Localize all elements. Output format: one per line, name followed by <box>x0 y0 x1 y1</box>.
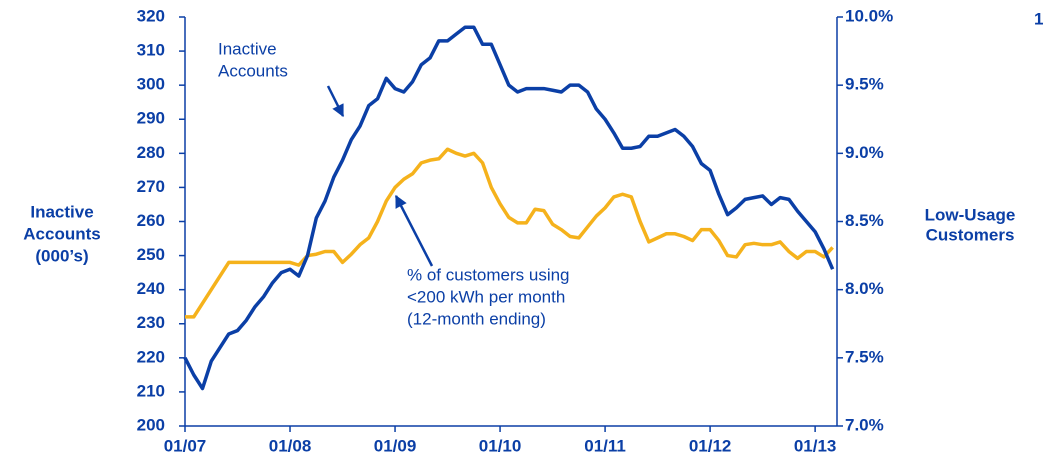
y2-tick-label: 9.5% <box>845 75 884 94</box>
arrow <box>326 85 345 118</box>
arrow <box>394 194 434 267</box>
corner-text: 1 <box>1034 9 1043 28</box>
y-tick-label: 210 <box>137 381 165 400</box>
y-tick-label: 200 <box>137 415 165 434</box>
series-line <box>183 25 835 391</box>
y-tick-label: 240 <box>137 279 165 298</box>
y-tick-label: 280 <box>137 143 165 162</box>
annotation: Inactive <box>218 39 277 58</box>
y2-axis-label: Low-Usage <box>925 205 1016 224</box>
x-tick-label: 01/13 <box>794 436 837 455</box>
y-axis-label: Inactive <box>30 202 93 221</box>
y2-tick-label: 7.0% <box>845 415 884 434</box>
y2-tick-label: 8.5% <box>845 211 884 230</box>
annotation: % of customers using <box>407 265 570 284</box>
y-tick-label: 320 <box>137 6 165 25</box>
annotation: (12-month ending) <box>407 309 546 328</box>
y-tick-label: 250 <box>137 245 165 264</box>
x-tick-label: 01/07 <box>164 436 207 455</box>
y2-axis-label: Customers <box>926 225 1015 244</box>
y-tick-label: 310 <box>137 41 165 60</box>
y-axis-label: Accounts <box>23 224 100 243</box>
series-line <box>185 147 834 319</box>
y-tick-label: 260 <box>137 211 165 230</box>
y2-tick-label: 7.5% <box>845 347 884 366</box>
y2-tick-label: 10.0% <box>845 6 893 25</box>
x-tick-label: 01/09 <box>374 436 417 455</box>
y-tick-label: 270 <box>137 177 165 196</box>
y-tick-label: 300 <box>137 75 165 94</box>
y-axis-label: (000’s) <box>35 246 88 265</box>
y-tick-label: 220 <box>137 347 165 366</box>
x-tick-label: 01/12 <box>689 436 732 455</box>
y2-tick-label: 9.0% <box>845 143 884 162</box>
y-tick-label: 290 <box>137 109 165 128</box>
x-tick-label: 01/11 <box>584 436 626 455</box>
annotation: <200 kWh per month <box>407 287 565 306</box>
annotation: Accounts <box>218 61 288 80</box>
y2-tick-label: 8.0% <box>845 279 884 298</box>
x-tick-label: 01/08 <box>269 436 312 455</box>
x-tick-label: 01/10 <box>479 436 522 455</box>
y-tick-label: 230 <box>137 313 165 332</box>
